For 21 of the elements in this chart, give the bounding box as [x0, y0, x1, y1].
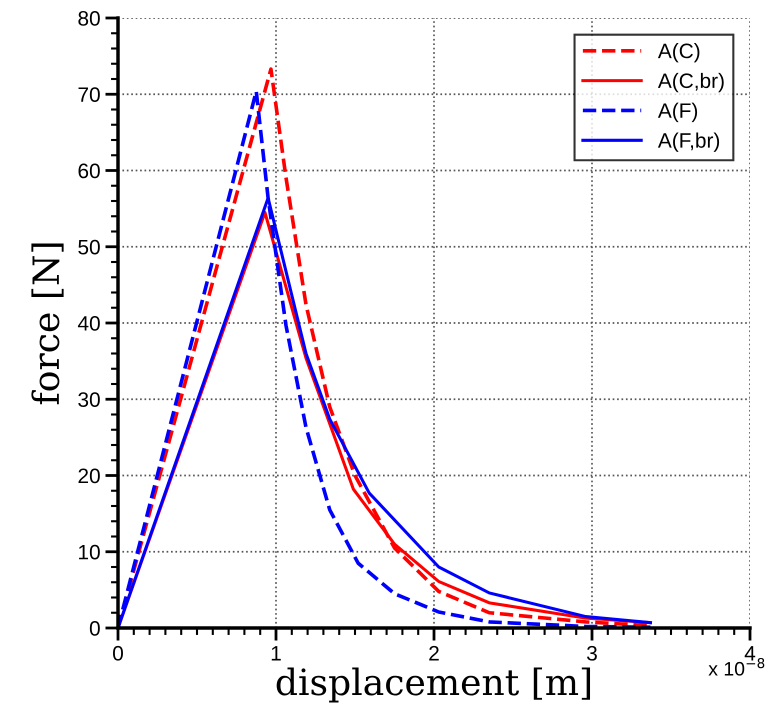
- x-tick-label: 3: [587, 646, 597, 661]
- y-axis-title: force [N]: [31, 243, 64, 404]
- x-axis-title: displacement [m]: [276, 668, 590, 703]
- x-tick-label: 0: [113, 646, 123, 661]
- y-tick-label: 0: [90, 621, 100, 636]
- y-tick-label: 60: [78, 164, 100, 178]
- legend-label: A(F,br): [658, 132, 720, 152]
- legend-label: A(C,br): [658, 72, 724, 92]
- y-tick-label: 20: [78, 468, 100, 484]
- text: x 10$^{−8}$: [708, 658, 764, 676]
- legend-label: A(C): [658, 43, 700, 62]
- y-tick-label: 40: [78, 316, 100, 331]
- y-tick-label: 10: [79, 544, 100, 560]
- y-tick-label: 70: [78, 87, 100, 102]
- x-tick-label: 2: [429, 646, 439, 660]
- legend-label: A(F): [658, 102, 698, 122]
- y-tick-label: 30: [78, 392, 100, 408]
- y-tick-label: 80: [78, 11, 100, 26]
- y-tick-label: 50: [78, 240, 100, 255]
- x-tick-label: 1: [272, 646, 281, 660]
- x-tick-label: 4: [744, 646, 756, 660]
